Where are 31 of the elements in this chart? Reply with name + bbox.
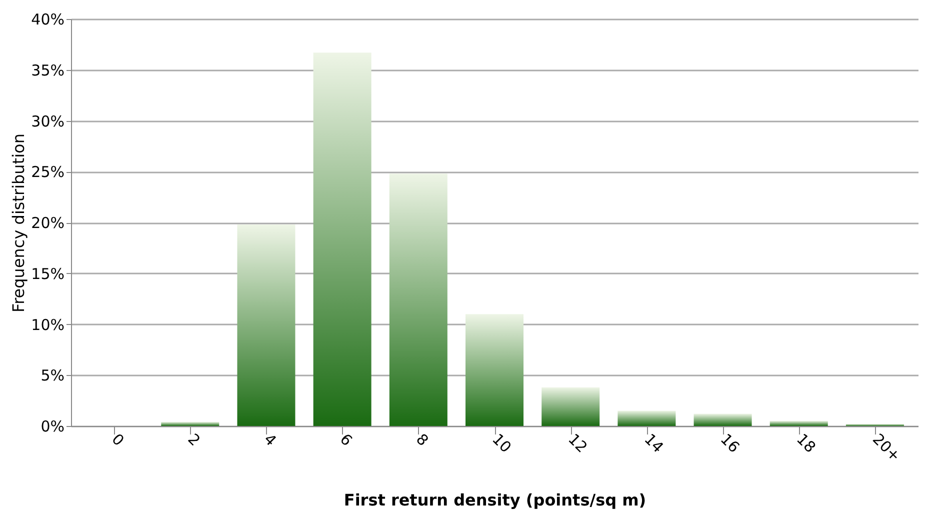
- bar: [694, 414, 752, 426]
- x-tick-label: 20+: [869, 430, 904, 466]
- y-tick-label: 40%: [31, 10, 64, 28]
- x-tick-label: 16: [716, 430, 744, 456]
- x-tick-label: 0: [108, 430, 128, 450]
- bar: [466, 314, 524, 426]
- x-axis-title: First return density (points/sq m): [344, 490, 646, 510]
- x-tick-label: 2: [184, 430, 204, 450]
- bar: [389, 174, 448, 426]
- y-axis-title: Frequency distribution: [9, 134, 28, 312]
- y-tick-label: 30%: [31, 112, 64, 130]
- y-tick-label: 10%: [31, 316, 64, 334]
- bar: [542, 387, 600, 426]
- x-tick-label: 18: [793, 430, 820, 456]
- x-tick-label: 8: [412, 430, 432, 450]
- y-tick-label: 5%: [40, 366, 64, 385]
- y-tick-label: 25%: [31, 163, 64, 182]
- y-tick-label: 0%: [40, 418, 64, 436]
- bar: [161, 422, 220, 426]
- y-tick-label: 35%: [31, 61, 64, 80]
- x-tick-label: 6: [336, 430, 356, 450]
- bar: [618, 410, 676, 426]
- x-tick-label: 14: [640, 430, 668, 456]
- y-tick-label: 20%: [31, 214, 64, 232]
- x-tick-label: 12: [564, 430, 591, 456]
- bar: [770, 420, 828, 426]
- x-tick-label: 10: [488, 430, 515, 456]
- x-tick-label: 4: [260, 430, 280, 450]
- bar: [237, 224, 296, 426]
- y-tick-label: 15%: [31, 264, 64, 283]
- bar: [313, 52, 372, 426]
